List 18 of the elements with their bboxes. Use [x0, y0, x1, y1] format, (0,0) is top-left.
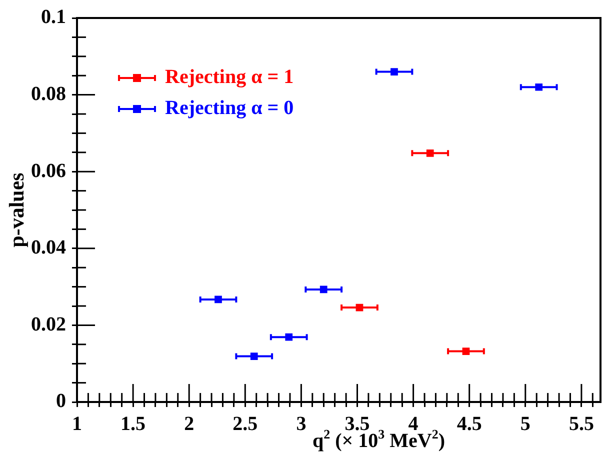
y-tick-label: 0.08: [31, 82, 66, 105]
x-tick-label: 4.5: [456, 413, 482, 436]
legend-label: Rejecting α = 0: [165, 97, 294, 120]
y-axis-title: p-values: [4, 172, 28, 248]
x-tick-label: 1.5: [120, 413, 146, 436]
y-tick-label: 0.04: [31, 236, 66, 259]
x-tick-label: 5.5: [568, 413, 594, 436]
legend-label: Rejecting α = 1: [165, 66, 294, 88]
x-tick-label: 5: [520, 413, 530, 436]
y-tick-label: 0.1: [41, 6, 66, 28]
x-tick-label: 1: [72, 413, 82, 436]
x-tick-label: 2: [184, 413, 194, 436]
x-tick-label: 4: [408, 413, 418, 436]
x-tick-label: 3: [296, 413, 306, 436]
y-tick-label: 0: [56, 390, 66, 412]
y-tick-label: 0.06: [31, 160, 66, 182]
x-tick-label: 2.5: [232, 413, 258, 436]
y-tick-label: 0.02: [31, 313, 66, 336]
